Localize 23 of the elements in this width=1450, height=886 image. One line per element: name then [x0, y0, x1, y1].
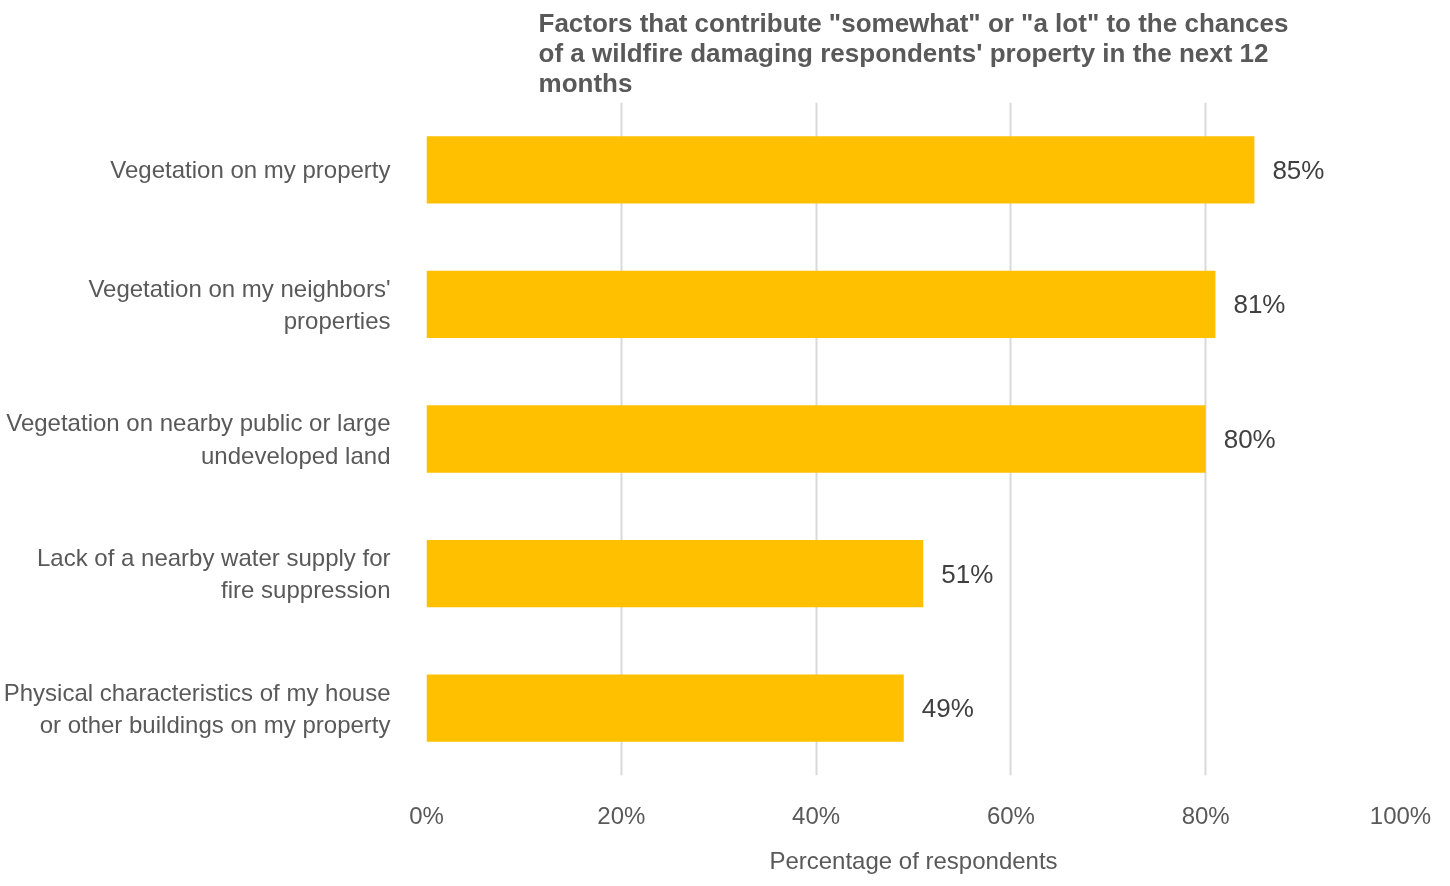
- bar: [426, 136, 1255, 204]
- data-label: 49%: [921, 693, 974, 724]
- bar: [426, 405, 1206, 473]
- x-tick-label: 60%: [986, 801, 1035, 829]
- x-tick-label: 40%: [792, 801, 841, 829]
- data-label: 51%: [941, 558, 994, 589]
- y-tick-label: Physical characteristics of my house or other buildings on my property: [3, 678, 391, 738]
- bar: [426, 674, 904, 742]
- x-tick-label: 80%: [1181, 801, 1230, 829]
- x-axis-title: Percentage of respondents: [769, 846, 1058, 874]
- y-tick-label: Vegetation on my neighbors' properties: [88, 274, 391, 335]
- data-label: 80%: [1223, 424, 1276, 454]
- bar: [426, 270, 1216, 339]
- bar: [426, 539, 924, 608]
- x-tick-label: 20%: [597, 801, 646, 829]
- x-tick-label: 100%: [1369, 801, 1432, 829]
- y-tick-label: Vegetation on my property: [110, 156, 391, 184]
- y-tick-label: Vegetation on nearby public or large undeveloped land: [6, 409, 391, 469]
- chart-title: Factors that contribute "somewhat" or "a lot" to the chances of a wildfire damaging respondents' property in the next 12 months: [538, 7, 1289, 98]
- data-label: 81%: [1233, 289, 1286, 320]
- x-tick-label: 0%: [409, 801, 444, 829]
- data-label: 85%: [1272, 154, 1325, 185]
- y-tick-label: Lack of a nearby water supply for fire suppression: [36, 543, 391, 604]
